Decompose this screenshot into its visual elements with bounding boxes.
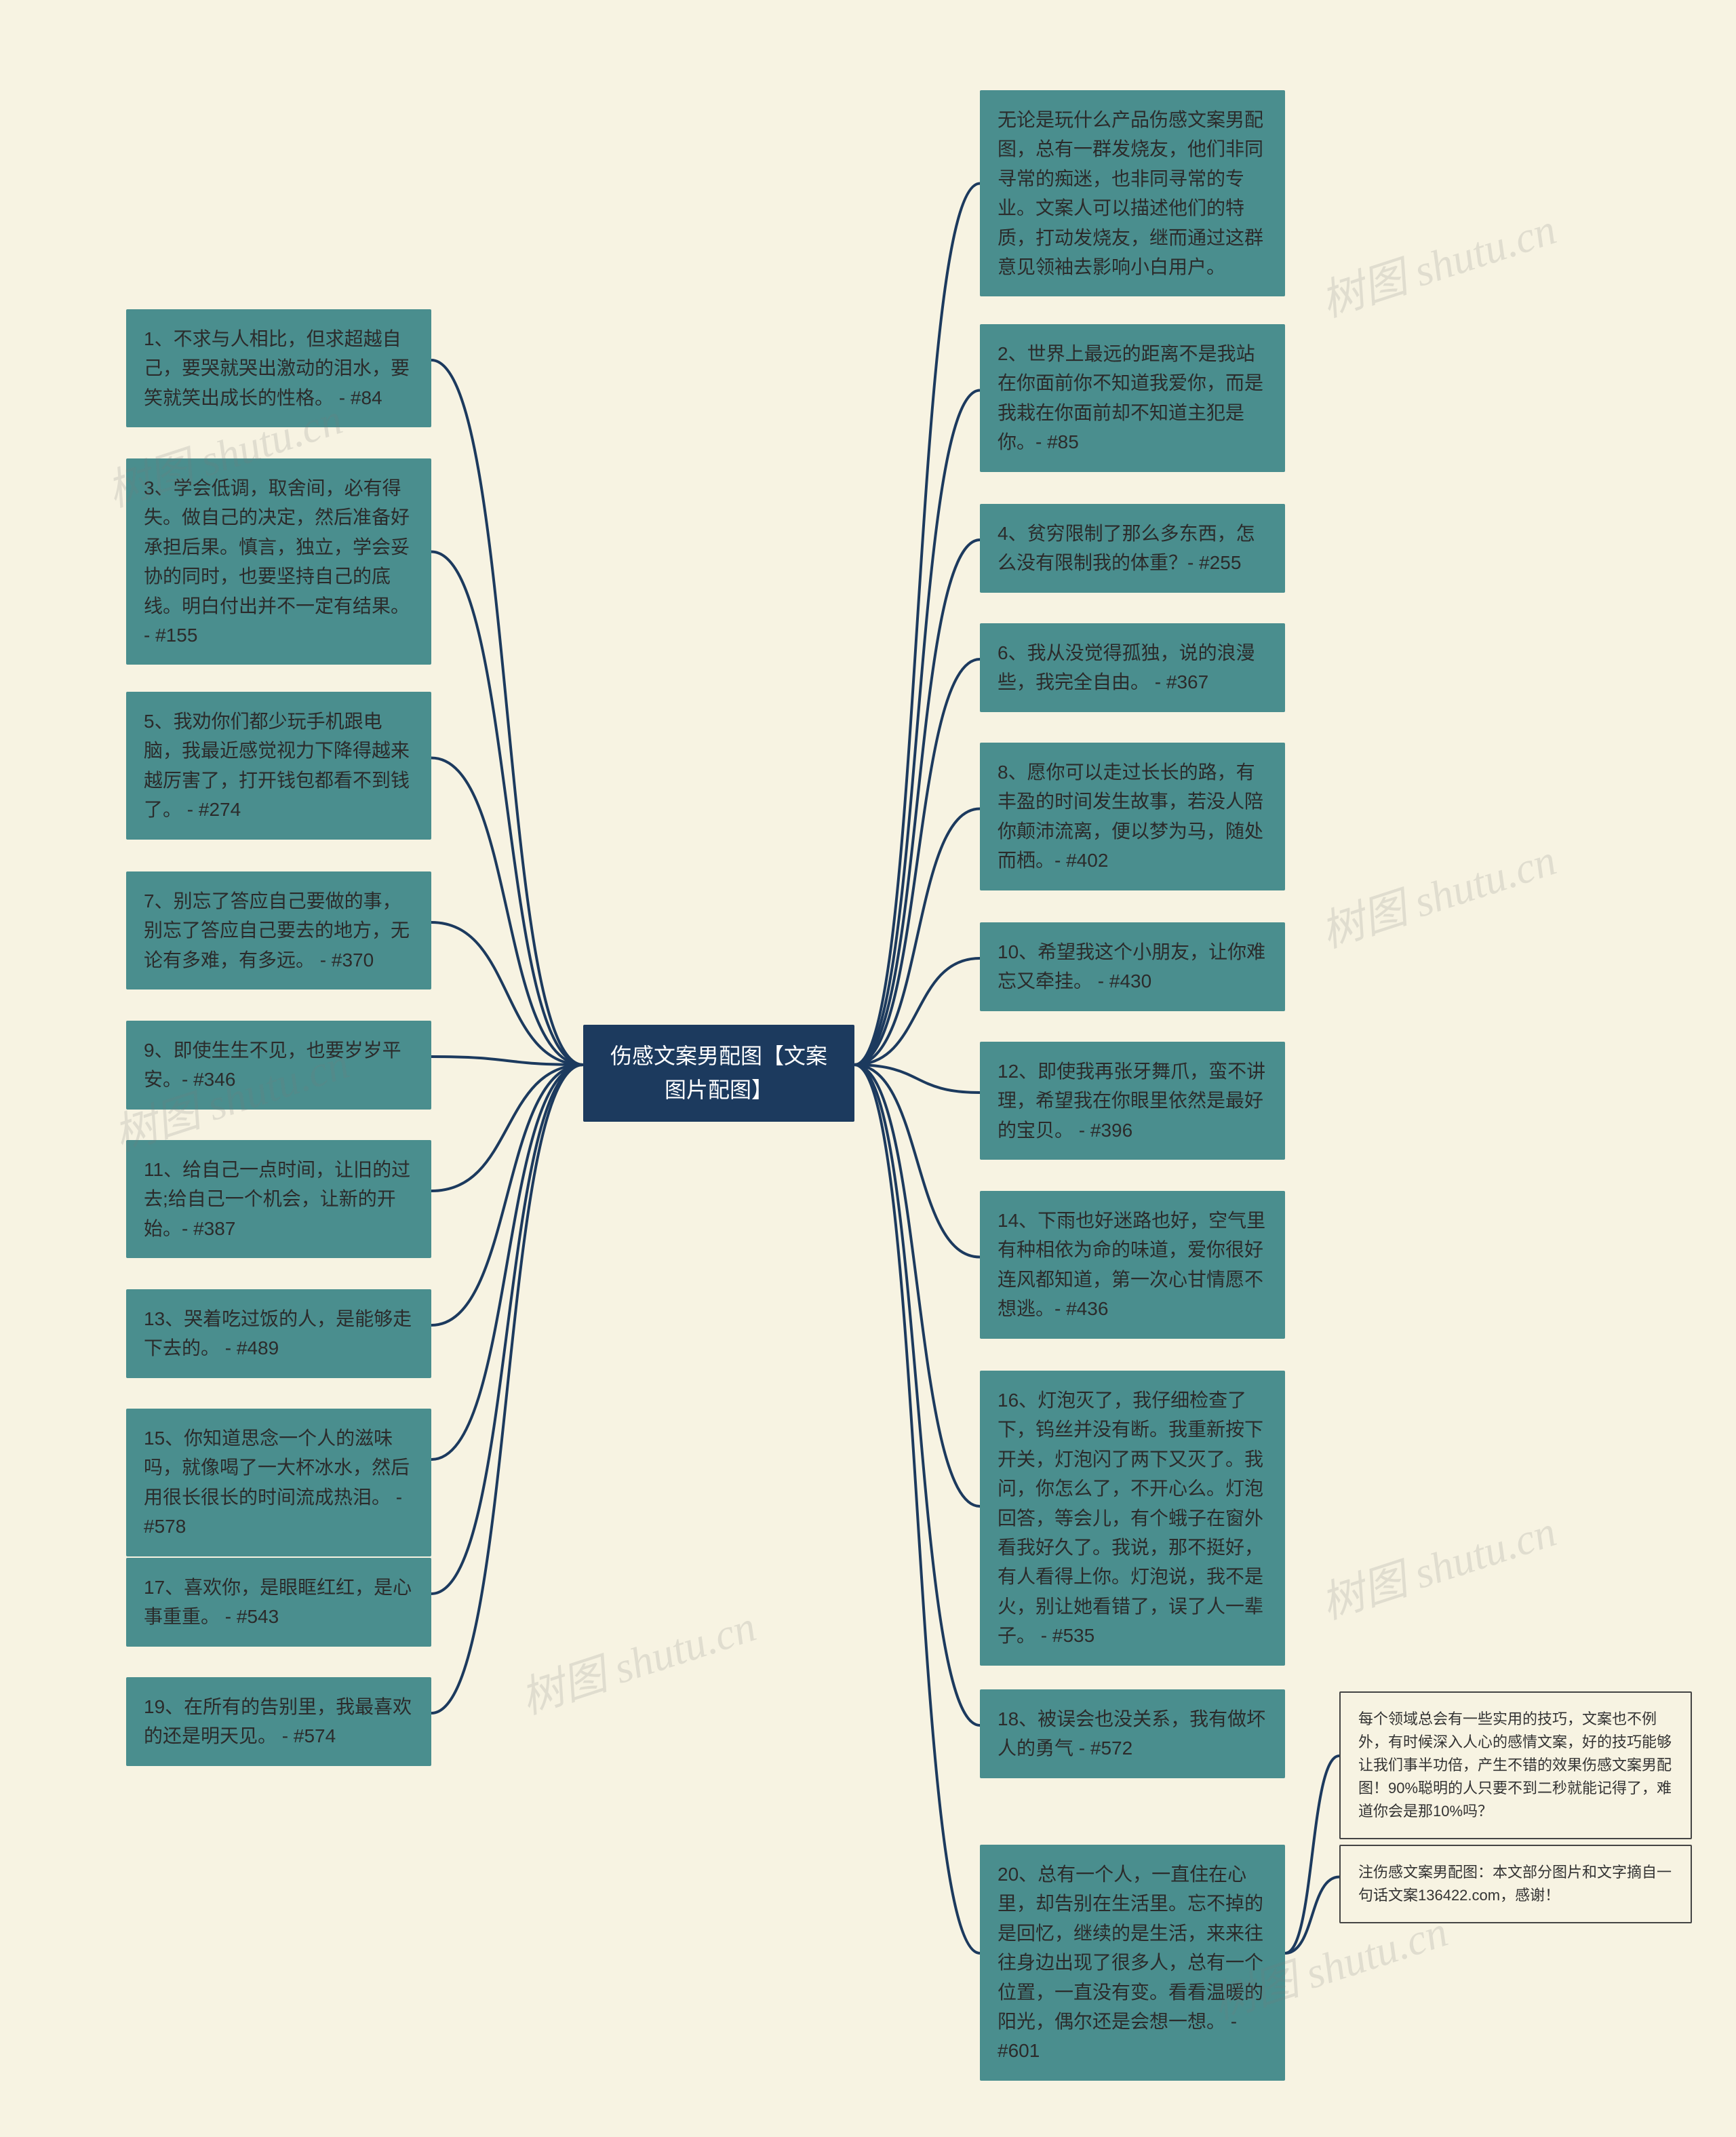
node-l13: 13、哭着吃过饭的人，是能够走下去的。 - #489 (126, 1289, 431, 1378)
node-l19: 19、在所有的告别里，我最喜欢的还是明天见。 - #574 (126, 1677, 431, 1766)
node-l11: 11、给自己一点时间，让旧的过去;给自己一个机会，让新的开始。- #387 (126, 1140, 431, 1258)
node-r14: 14、下雨也好迷路也好，空气里有种相依为命的味道，爱你很好连风都知道，第一次心甘… (980, 1191, 1285, 1339)
watermark-2: 树图 shutu.cn (1312, 825, 1563, 960)
node-r16: 16、灯泡灭了，我仔细检查了下，钨丝并没有断。我重新按下开关，灯泡闪了两下又灭了… (980, 1371, 1285, 1666)
node-l17: 17、喜欢你，是眼眶红红，是心事重重。 - #543 (126, 1558, 431, 1647)
node-r0: 无论是玩什么产品伤感文案男配图，总有一群发烧友，他们非同寻常的痴迷，也非同寻常的… (980, 90, 1285, 296)
node-l3: 3、学会低调，取舍间，必有得失。做自己的决定，然后准备好承担后果。慎言，独立，学… (126, 458, 431, 665)
node-r6: 6、我从没觉得孤独，说的浪漫些，我完全自由。 - #367 (980, 623, 1285, 712)
node-l1: 1、不求与人相比，但求超越自己，要哭就哭出激动的泪水，要笑就笑出成长的性格。 -… (126, 309, 431, 427)
node-center: 伤感文案男配图【文案图片配图】 (583, 1025, 854, 1122)
watermark-5: 树图 shutu.cn (1312, 1497, 1563, 1631)
node-r20: 20、总有一个人，一直住在心里，却告别在生活里。忘不掉的是回忆，继续的是生活，来… (980, 1845, 1285, 2081)
node-r2: 2、世界上最远的距离不是我站在你面前你不知道我爱你，而是我栽在你面前却不知道主犯… (980, 324, 1285, 472)
node-r8: 8、愿你可以走过长长的路，有丰盈的时间发生故事，若没人陪你颠沛流离，便以梦为马，… (980, 743, 1285, 890)
node-l15: 15、你知道思念一个人的滋味吗，就像喝了一大杯冰水，然后用很长很长的时间流成热泪… (126, 1409, 431, 1556)
node-l5: 5、我劝你们都少玩手机跟电脑，我最近感觉视力下降得越来越厉害了，打开钱包都看不到… (126, 692, 431, 840)
node-r12: 12、即使我再张牙舞爪，蛮不讲理，希望我在你眼里依然是最好的宝贝。 - #396 (980, 1042, 1285, 1160)
node-f1: 每个领域总会有一些实用的技巧，文案也不例外，有时候深入人心的感情文案，好的技巧能… (1339, 1691, 1692, 1839)
node-r18: 18、被误会也没关系，我有做坏人的勇气 - #572 (980, 1689, 1285, 1778)
node-l7: 7、别忘了答应自己要做的事，别忘了答应自己要去的地方，无论有多难，有多远。 - … (126, 871, 431, 989)
watermark-1: 树图 shutu.cn (1312, 195, 1563, 329)
node-l9: 9、即使生生不见，也要岁岁平安。- #346 (126, 1021, 431, 1110)
node-f2: 注伤感文案男配图：本文部分图片和文字摘自一句话文案136422.com，感谢！ (1339, 1845, 1692, 1923)
mindmap-canvas: 伤感文案男配图【文案图片配图】 1、不求与人相比，但求超越自己，要哭就哭出激动的泪… (0, 0, 1736, 2137)
node-r10: 10、希望我这个小朋友，让你难忘又牵挂。 - #430 (980, 922, 1285, 1011)
node-r4: 4、贫穷限制了那么多东西，怎么没有限制我的体重？- #255 (980, 504, 1285, 593)
watermark-4: 树图 shutu.cn (512, 1592, 763, 1726)
